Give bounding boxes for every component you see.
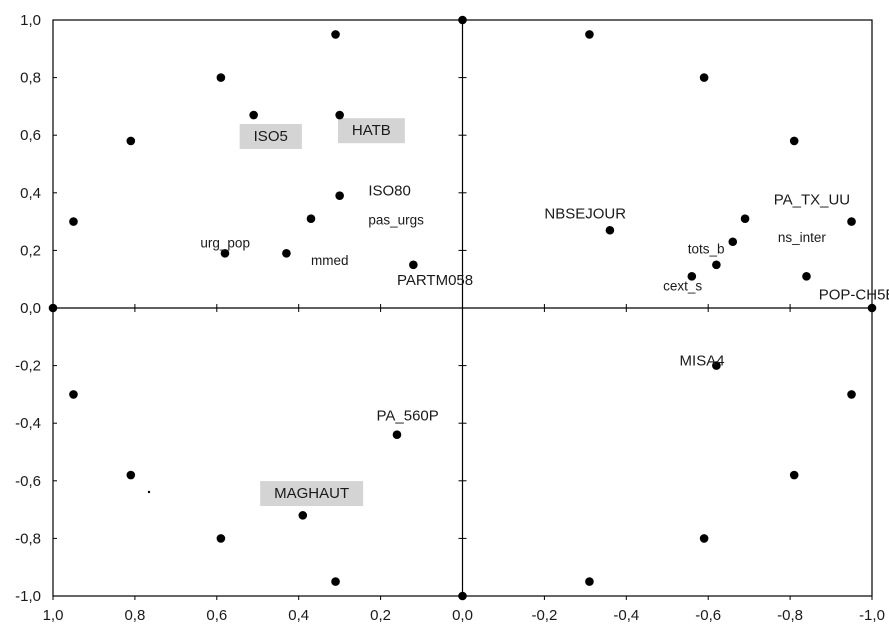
y-tick-label: -0,6 <box>15 473 41 490</box>
data-point <box>585 30 594 39</box>
label-highlight-box <box>239 123 302 149</box>
data-point <box>126 136 136 146</box>
x-tick-label: 1,0 <box>43 607 64 624</box>
x-tick-label: -0,8 <box>777 607 803 624</box>
data-point <box>740 214 750 224</box>
data-point <box>687 272 697 281</box>
point-label: PA_TX_UU <box>774 191 850 208</box>
point-label: MISA4 <box>680 353 725 370</box>
data-point <box>331 30 340 39</box>
data-point <box>249 110 258 120</box>
y-tick-label: 0,6 <box>20 127 41 144</box>
label-highlight-box <box>337 118 405 144</box>
data-point <box>220 248 230 258</box>
point-label: MAGHAUT <box>274 485 349 502</box>
y-tick-label: -0,8 <box>15 530 41 547</box>
data-point <box>298 511 308 520</box>
point-label: tots_b <box>688 241 725 256</box>
x-tick-label: 0,4 <box>288 607 309 624</box>
data-point <box>282 248 291 258</box>
point-label: HATB <box>352 122 391 139</box>
x-tick-label: -0,6 <box>695 607 721 624</box>
data-point <box>458 591 467 601</box>
axis-ticks: 1,0 0,8 0,6 0,4 0,2 0,0 -0,2 -0,4 -0,6 -0,8 -1,01,… <box>15 12 885 624</box>
point-label: urg_pop <box>200 236 250 251</box>
data-point <box>699 534 709 543</box>
data-point <box>335 191 344 200</box>
y-tick-label: 0,8 <box>20 70 41 87</box>
data-point <box>216 534 226 543</box>
label-highlight-box <box>260 481 364 507</box>
data-point <box>458 15 467 25</box>
data-point <box>216 73 226 82</box>
data-point <box>392 430 402 440</box>
data-point <box>867 303 877 313</box>
point-label: PA_560P <box>377 407 439 424</box>
point-label: pas_urgs <box>368 212 424 227</box>
data-point <box>605 225 615 235</box>
point-label: mmed <box>311 253 349 268</box>
data-point <box>847 217 856 226</box>
x-tick-label: 0,2 <box>370 607 391 624</box>
x-tick-label: -0,4 <box>613 607 639 624</box>
point-label: NBSEJOUR <box>544 206 626 223</box>
y-tick-label: -0,2 <box>15 358 41 375</box>
data-point <box>126 470 136 480</box>
data-point <box>335 110 344 120</box>
data-point <box>847 390 856 399</box>
x-tick-label: -1,0 <box>859 607 885 624</box>
point-label: POP-CH5B <box>819 286 889 303</box>
x-tick-label: -0,2 <box>531 607 557 624</box>
data-point <box>789 470 799 480</box>
data-point <box>48 303 58 313</box>
stray-mark <box>147 490 151 494</box>
data-point <box>728 237 738 247</box>
point-label: ISO5 <box>254 128 288 145</box>
y-tick-label: -0,4 <box>15 415 41 432</box>
data-point <box>802 272 811 281</box>
x-tick-label: 0,8 <box>124 607 145 624</box>
y-tick-label: 0,2 <box>20 242 41 259</box>
data-point <box>585 577 594 586</box>
data-point <box>409 260 418 270</box>
data-point <box>789 136 799 146</box>
point-label: ISO80 <box>368 183 411 200</box>
data-point <box>331 577 340 586</box>
x-tick-label: 0,0 <box>452 607 473 624</box>
y-tick-label: 0,4 <box>20 185 41 202</box>
x-tick-label: 0,6 <box>206 607 227 624</box>
data-point <box>712 361 721 370</box>
y-tick-label: 0,0 <box>20 300 41 317</box>
point-label: ns_inter <box>778 230 827 245</box>
data-points <box>48 15 877 601</box>
point-label: cext_s <box>663 279 702 294</box>
data-point <box>306 214 316 224</box>
y-tick-label: 1,0 <box>20 12 41 29</box>
y-tick-label: -1,0 <box>15 588 41 605</box>
data-point <box>69 217 78 226</box>
data-point <box>699 73 709 82</box>
point-label: PARTM058 <box>397 272 473 289</box>
data-point <box>69 390 78 399</box>
data-point <box>712 260 721 270</box>
label-highlights <box>239 118 405 507</box>
